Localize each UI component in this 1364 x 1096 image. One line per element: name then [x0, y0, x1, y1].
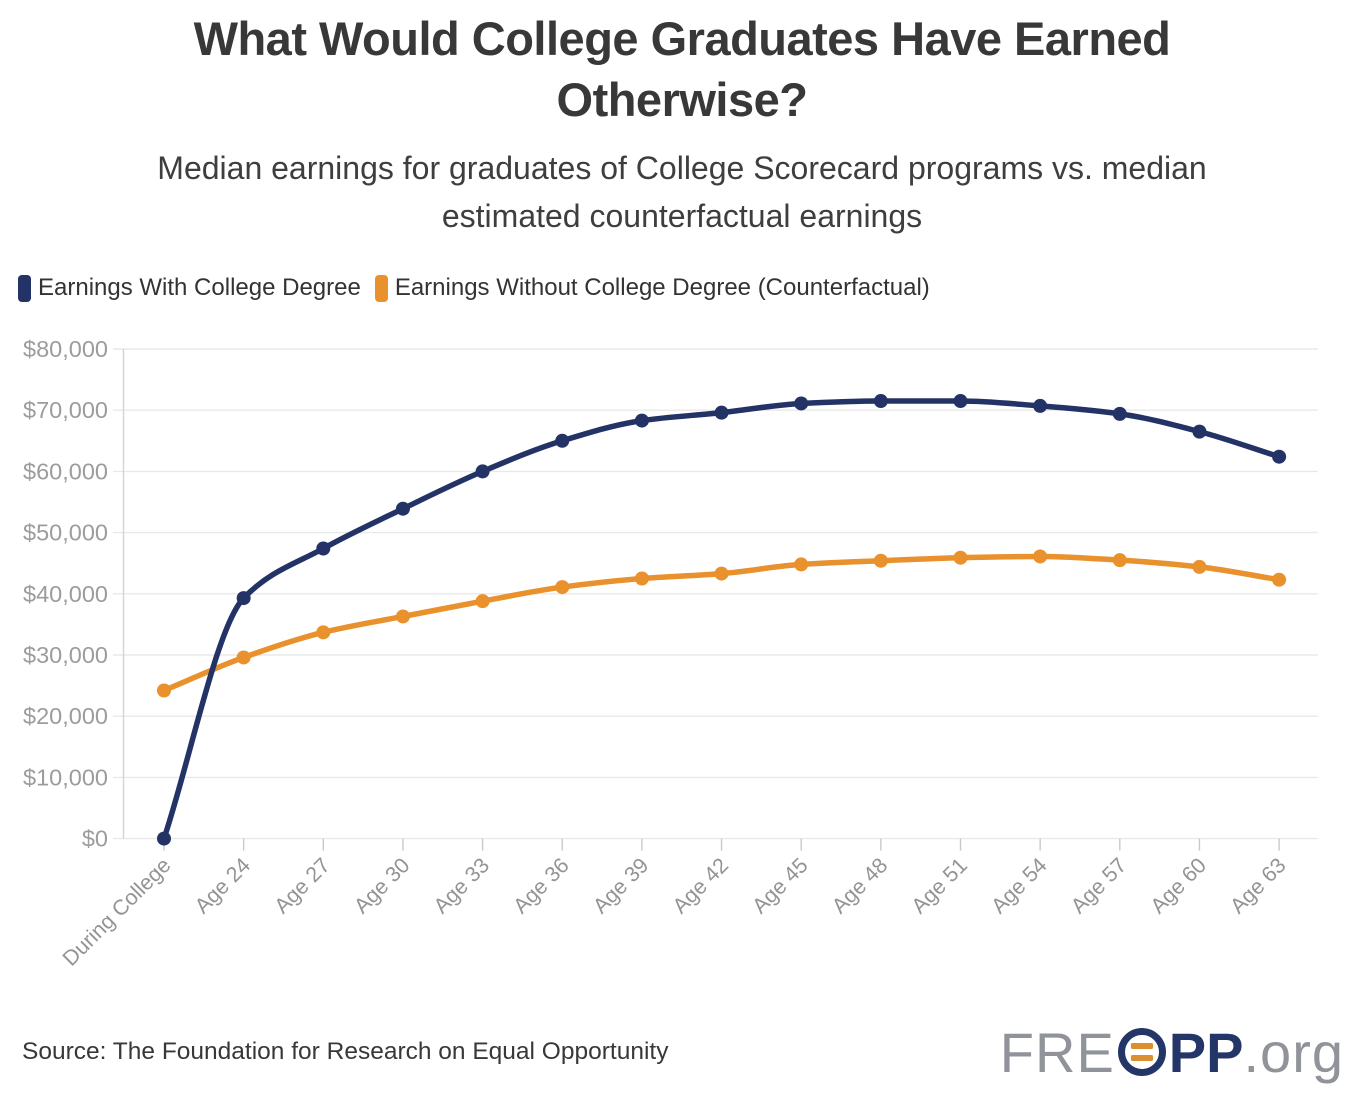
data-point: [873, 394, 888, 409]
data-point: [316, 625, 331, 640]
logo-text-pp: PP: [1168, 1020, 1244, 1084]
series-earnings-without-college-degree-counterfactual: [157, 549, 1287, 698]
chart-title: What Would College Graduates Have Earned…: [193, 12, 1171, 127]
x-axis-tick-label: Age 36: [509, 853, 574, 918]
data-point: [555, 580, 570, 595]
y-axis-tick-label: $40,000: [23, 581, 108, 607]
x-axis-tick-label: Age 27: [270, 853, 335, 918]
data-point: [475, 594, 490, 609]
legend-label: Earnings With College Degree: [38, 274, 361, 301]
data-point: [953, 550, 968, 565]
chart-subtitle: Median earnings for graduates of College…: [157, 150, 1207, 234]
x-axis-tick-label: Age 63: [1225, 853, 1290, 918]
data-point: [634, 571, 649, 586]
freopp-logo: FRE PP .org: [1000, 1020, 1344, 1085]
y-axis-tick-label: $0: [82, 826, 108, 852]
x-axis-tick-label: Age 39: [588, 853, 653, 918]
data-point: [236, 591, 251, 606]
legend: Earnings With College Degree Earnings Wit…: [18, 274, 930, 302]
footer: Source: The Foundation for Research on E…: [0, 1012, 1364, 1092]
data-point: [794, 557, 809, 572]
legend-swatch-icon: [18, 274, 31, 302]
y-axis-tick-label: $70,000: [23, 397, 108, 423]
data-point: [1272, 449, 1287, 464]
x-axis-tick-label: Age 42: [668, 853, 733, 918]
data-point: [395, 609, 410, 624]
x-axis-tick-label: Age 51: [907, 853, 972, 918]
data-point: [1033, 398, 1048, 413]
x-axis-tick-label: Age 45: [748, 853, 813, 918]
y-axis-tick-label: $30,000: [23, 642, 108, 668]
data-point: [794, 396, 809, 411]
x-axis-tick-label: Age 57: [1066, 853, 1131, 918]
data-point: [157, 831, 171, 846]
logo-ring: [1117, 1028, 1166, 1076]
legend-label: Earnings Without College Degree (Counter…: [394, 274, 930, 301]
x-axis-tick-label: Age 30: [349, 853, 414, 918]
logo-equals-o-icon: [1117, 1028, 1166, 1076]
data-point: [555, 433, 570, 448]
data-point: [873, 553, 888, 568]
x-axis-tick-label: Age 48: [827, 853, 892, 918]
y-axis-tick-label: $80,000: [23, 336, 108, 362]
data-point: [714, 566, 729, 581]
x-axis-tick-label: Age 54: [987, 853, 1052, 918]
x-axis-tick-label: Age 33: [429, 853, 494, 918]
legend-item-earnings-without-college-degree-counterfactual: Earnings Without College Degree (Counter…: [374, 274, 930, 302]
legend-item-earnings-with-college-degree: Earnings With College Degree: [18, 274, 361, 302]
data-point: [1033, 549, 1048, 564]
chart-canvas: $0 $10,000 $20,000 $30,000 $40,000 $50,000 $60…: [23, 336, 1318, 971]
data-point: [316, 541, 331, 556]
x-axis-tick-label: During College: [58, 853, 176, 971]
data-point: [1272, 572, 1287, 587]
series-line: [161, 553, 1282, 694]
y-axis-tick-label: $20,000: [23, 703, 108, 729]
logo-text-org: .org: [1243, 1020, 1344, 1084]
logo-text-fre: FRE: [999, 1020, 1115, 1084]
data-point: [1112, 406, 1127, 421]
data-point: [714, 405, 729, 420]
y-axis-tick-label: $50,000: [23, 520, 108, 546]
legend-swatch-icon: [374, 274, 388, 302]
line-chart: $0 $10,000 $20,000 $30,000 $40,000 $50,000 $60…: [0, 330, 1364, 1012]
logo-equals-bar: [1130, 1043, 1153, 1049]
data-point: [1192, 424, 1207, 439]
y-axis-tick-label: $10,000: [23, 764, 108, 790]
y-axis-tick-label: $60,000: [23, 458, 108, 484]
x-axis-tick-label: Age 24: [190, 853, 255, 918]
data-point: [634, 413, 649, 428]
data-point: [953, 394, 968, 409]
series-earnings-with-college-degree: [157, 394, 1287, 846]
data-point: [475, 464, 490, 479]
logo-equals-bar: [1130, 1055, 1153, 1061]
data-point: [1112, 553, 1127, 568]
data-point: [236, 650, 251, 665]
source-note: Source: The Foundation for Research on E…: [22, 1038, 669, 1065]
data-point: [1192, 559, 1207, 574]
data-point: [395, 501, 410, 516]
series-line: [161, 398, 1282, 842]
data-point: [157, 683, 171, 698]
x-axis-tick-label: Age 60: [1146, 853, 1211, 918]
